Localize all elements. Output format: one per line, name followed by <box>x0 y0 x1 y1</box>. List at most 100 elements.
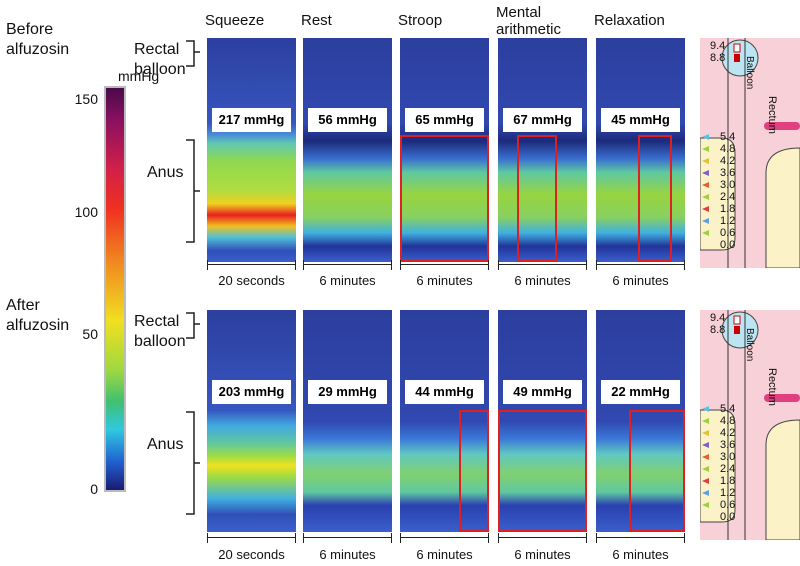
duration-label: 20 seconds <box>218 273 285 288</box>
sensor-marker <box>702 466 709 472</box>
heatmap <box>400 310 489 532</box>
duration-bar <box>596 533 685 543</box>
sensor-label: 0.0 <box>720 511 736 523</box>
condition-title: Stroop <box>398 12 443 29</box>
sensor-marker <box>702 218 709 224</box>
sensor-label: 3.6 <box>720 167 736 179</box>
colorbar-unit: mmHg <box>118 68 160 84</box>
color-bar <box>104 86 126 492</box>
sensor-label: 4.2 <box>720 155 736 167</box>
catheter-diagram: Balloon Rectum 9.4 8.8 5.4 4.8 4.2 3.6 3.0 2.4 1.8… <box>700 310 800 540</box>
duration-bar <box>400 260 489 270</box>
analysis-window <box>459 410 489 532</box>
catheter-shapes <box>700 38 800 268</box>
balloon-label: Balloon <box>744 328 755 362</box>
analysis-window <box>517 135 557 262</box>
condition-title: Relaxation <box>594 12 665 29</box>
pressure-label: 203 mmHg <box>212 380 291 404</box>
sensor-label: 1.8 <box>720 203 736 215</box>
colorbar-tick: 50 <box>82 326 98 342</box>
sensor-marker <box>702 406 709 412</box>
sensor-marker <box>702 158 709 164</box>
region-label: Anus <box>147 436 184 453</box>
pressure-label: 22 mmHg <box>601 380 680 404</box>
pressure-label: 217 mmHg <box>212 108 291 132</box>
sensor-label: 0.0 <box>720 239 736 251</box>
analysis-window <box>400 135 489 262</box>
sensor-label: 3.0 <box>720 451 736 463</box>
balloon-sensor: 8.8 <box>710 52 726 64</box>
sensor-marker <box>702 478 709 484</box>
duration-label: 6 minutes <box>612 273 669 288</box>
heatmap <box>207 38 296 262</box>
pressure-label: 45 mmHg <box>601 108 680 132</box>
heatmap <box>400 38 489 262</box>
sensor-label: 0.6 <box>720 499 736 511</box>
sensor-label: 0.6 <box>720 227 736 239</box>
analysis-window <box>498 410 587 532</box>
balloon-label: Balloon <box>744 56 755 90</box>
sensor-marker <box>702 490 709 496</box>
bracket <box>186 312 200 515</box>
heatmap <box>303 38 392 262</box>
duration-label: 20 seconds <box>218 547 285 562</box>
duration-label: 6 minutes <box>319 547 376 562</box>
sensor-marker <box>702 194 709 200</box>
analysis-window <box>629 410 685 532</box>
sensor-label: 5.4 <box>720 403 736 415</box>
sensor-label: 3.6 <box>720 439 736 451</box>
pressure-label: 49 mmHg <box>503 380 582 404</box>
sensor-label: 1.2 <box>720 487 736 499</box>
duration-label: 6 minutes <box>416 273 473 288</box>
sensor-label: 2.4 <box>720 191 736 203</box>
sensor-marker <box>702 502 709 508</box>
heatmap <box>303 310 392 532</box>
pressure-label: 65 mmHg <box>405 108 484 132</box>
heatmap <box>498 310 587 532</box>
region-label: Rectal balloon <box>134 313 186 350</box>
colorbar-tick: 0 <box>90 481 98 497</box>
pressure-label: 29 mmHg <box>308 380 387 404</box>
sensor-marker <box>702 442 709 448</box>
duration-label: 6 minutes <box>612 547 669 562</box>
colorbar-tick: 100 <box>74 204 98 220</box>
sensor-marker <box>702 230 709 236</box>
sensor-marker <box>702 454 709 460</box>
balloon-sensor: 8.8 <box>710 324 726 336</box>
condition-title: Squeeze <box>205 12 265 29</box>
sensor-label: 3.0 <box>720 179 736 191</box>
region-label: Anus <box>147 164 184 181</box>
duration-label: 6 minutes <box>416 547 473 562</box>
duration-bar <box>303 533 392 543</box>
catheter-diagram: Balloon Rectum 9.4 8.8 5.4 4.8 4.2 3.6 3.0 2.4 1.8… <box>700 38 800 268</box>
duration-label: 6 minutes <box>319 273 376 288</box>
bracket <box>186 40 200 243</box>
duration-bar <box>207 533 296 543</box>
balloon-sensor: 9.4 <box>710 312 726 324</box>
duration-bar <box>207 260 296 270</box>
sensor-marker <box>702 206 709 212</box>
sensor-marker <box>702 134 709 140</box>
balloon-sensor: 9.4 <box>710 40 726 52</box>
rectum-label: Rectum <box>766 368 778 406</box>
duration-label: 6 minutes <box>514 547 571 562</box>
duration-label: 6 minutes <box>514 273 571 288</box>
pressure-label: 56 mmHg <box>308 108 387 132</box>
analysis-window <box>637 135 672 262</box>
sensor-label: 4.2 <box>720 427 736 439</box>
colorbar-tick: 150 <box>74 91 98 107</box>
heatmap <box>498 38 587 262</box>
sensor-label: 4.8 <box>720 415 736 427</box>
duration-bar <box>303 260 392 270</box>
rectum-label: Rectum <box>766 96 778 134</box>
sensor-label: 2.4 <box>720 463 736 475</box>
sensor-label: 1.2 <box>720 215 736 227</box>
row-label: Before alfuzosin <box>6 21 70 58</box>
pressure-label: 44 mmHg <box>405 380 484 404</box>
sensor-marker <box>702 146 709 152</box>
heatmap <box>596 310 685 532</box>
sensor-label: 4.8 <box>720 143 736 155</box>
condition-title: Rest <box>301 12 332 29</box>
sensor-marker <box>702 418 709 424</box>
